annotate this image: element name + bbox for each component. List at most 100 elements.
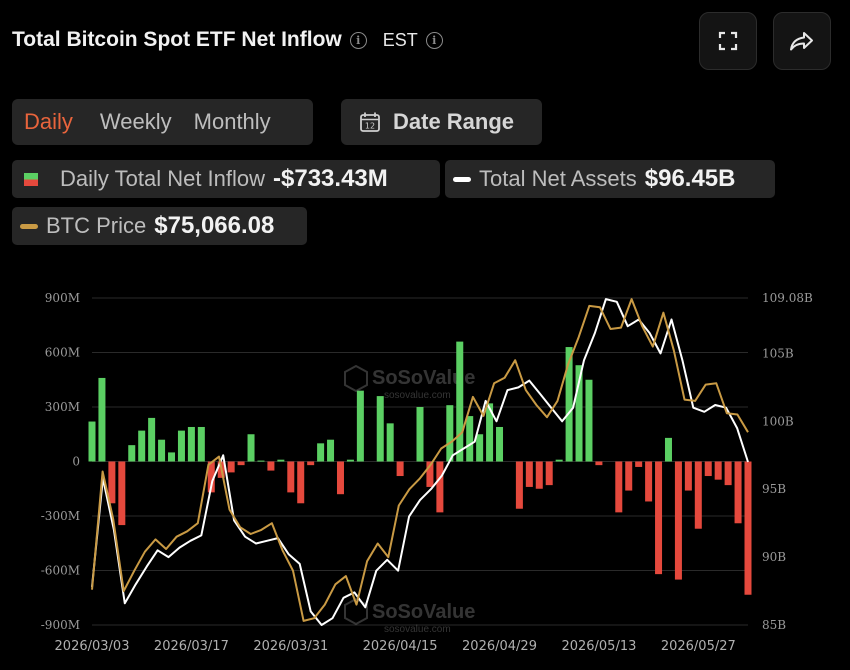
assets-label: Total Net Assets: [479, 166, 637, 191]
assets-value: $96.45B: [644, 165, 736, 192]
inflow-bar: [128, 445, 136, 462]
inflow-bar: [158, 439, 166, 462]
inflow-bar: [267, 461, 275, 471]
x-axis-tick-label: 2026/04/29: [462, 639, 537, 654]
inflow-bar: [625, 461, 633, 491]
inflow-swatch: [24, 172, 38, 186]
tab-monthly[interactable]: Monthly: [193, 109, 271, 134]
inflow-bar: [515, 461, 523, 509]
info-icon[interactable]: i: [349, 31, 367, 49]
inflow-bar: [684, 461, 692, 491]
assets-swatch: [453, 176, 471, 182]
legend-total-net-assets[interactable]: Total Net Assets $96.45B: [445, 160, 775, 198]
left-axis-tick-label: -300M: [41, 509, 80, 523]
right-axis-tick-label: 109.08B: [762, 291, 813, 305]
inflow-bar: [297, 461, 305, 504]
fullscreen-button[interactable]: [699, 12, 757, 70]
price-swatch: [20, 223, 38, 229]
left-axis-tick-label: 900M: [45, 291, 80, 305]
inflow-bar: [664, 437, 672, 462]
timezone-label: EST: [382, 29, 418, 50]
inflow-bar: [187, 426, 195, 462]
inflow-bar: [466, 416, 474, 462]
price-label: BTC Price: [46, 213, 147, 238]
chart-axes: 900M 600M 300M 0 -300M -600M -900M 109.08B 105B 1…: [41, 291, 813, 654]
share-button[interactable]: [773, 12, 831, 70]
x-axis-tick-label: 2026/03/31: [253, 639, 328, 654]
inflow-bar: [118, 461, 126, 526]
x-axis-tick-label: 2026/04/15: [363, 639, 438, 654]
watermark-bottom: SoSoValue sosovalue.com: [344, 597, 475, 635]
share-icon: [790, 32, 813, 51]
inflow-bar: [655, 461, 663, 575]
right-axis-tick-label: 105B: [762, 346, 794, 360]
inflow-bar: [98, 377, 106, 462]
right-axis-tick-label: 95B: [762, 482, 786, 496]
date-range-label: Date Range: [393, 109, 515, 134]
inflow-bar: [247, 434, 255, 462]
x-axis-tick-label: 2026/05/13: [561, 639, 636, 654]
inflow-bar: [704, 461, 712, 477]
date-range-button[interactable]: 12 Date Range: [341, 99, 542, 145]
x-axis-tick-label: 2026/03/03: [55, 639, 130, 654]
tab-daily[interactable]: Daily: [24, 109, 73, 134]
inflow-bar: [635, 461, 643, 467]
inflow-bar: [674, 461, 682, 580]
inflow-bar: [486, 403, 494, 462]
x-axis-tick-label: 2026/05/27: [661, 639, 736, 654]
inflow-bar: [436, 461, 444, 513]
chart-header: Total Bitcoin Spot ETF Net Inflow i EST …: [12, 28, 443, 52]
inflow-bar: [396, 461, 404, 477]
inflow-bar: [496, 426, 504, 462]
legend-btc-price[interactable]: BTC Price $75,066.08: [12, 207, 307, 245]
inflow-bar: [535, 461, 543, 489]
left-axis-tick-label: 600M: [45, 346, 80, 360]
inflow-bar: [148, 417, 156, 462]
timezone-info-icon[interactable]: i: [425, 31, 443, 49]
inflow-bar: [108, 461, 116, 504]
inflow-bar: [257, 460, 265, 462]
inflow-value: -$733.43M: [273, 165, 388, 192]
inflow-chart[interactable]: SoSoValue sosovalue.com SoSoValue sosova…: [0, 280, 850, 670]
watermark-brand: SoSoValue: [372, 601, 475, 623]
calendar-icon-day: 12: [365, 122, 375, 131]
inflow-bar: [565, 347, 573, 462]
inflow-bar: [138, 430, 146, 462]
inflow-bar: [585, 379, 593, 462]
inflow-bar: [724, 461, 732, 486]
inflow-bar: [227, 461, 235, 473]
inflow-bar: [456, 341, 464, 462]
right-axis-tick-label: 85B: [762, 618, 786, 632]
inflow-bar: [168, 452, 176, 462]
inflow-bar: [327, 439, 335, 462]
inflow-label: Daily Total Net Inflow: [60, 166, 266, 191]
inflow-bar: [694, 461, 702, 529]
right-axis-tick-label: 90B: [762, 550, 786, 564]
price-value: $75,066.08: [154, 212, 275, 239]
inflow-bar: [317, 443, 325, 462]
x-axis-tick-label: 2026/03/17: [154, 639, 229, 654]
legend-daily-net-inflow[interactable]: Daily Total Net Inflow -$733.43M: [12, 160, 440, 198]
calendar-icon: 12: [360, 112, 380, 132]
inflow-bar: [197, 426, 205, 462]
left-axis-tick-label: -900M: [41, 618, 80, 632]
left-axis-tick-label: 300M: [45, 400, 80, 414]
watermark-url: sosovalue.com: [384, 624, 451, 635]
inflow-bar: [207, 461, 215, 493]
chart-grid: [92, 297, 748, 626]
inflow-bar: [575, 365, 583, 462]
inflow-bar: [645, 461, 653, 502]
inflow-bar: [277, 459, 285, 462]
btc-price-line: [91, 298, 749, 622]
watermark-logo-icon: [344, 597, 368, 626]
right-axis-tick-label: 100B: [762, 414, 794, 428]
tab-weekly[interactable]: Weekly: [99, 109, 172, 134]
chart-title: Total Bitcoin Spot ETF Net Inflow: [12, 28, 342, 51]
inflow-bar: [426, 461, 434, 487]
inflow-bar: [237, 461, 245, 466]
inflow-bar: [734, 461, 742, 524]
line-series: [91, 298, 749, 626]
inflow-bar: [714, 461, 722, 480]
inflow-bar: [615, 461, 623, 513]
inflow-bar: [336, 461, 344, 495]
